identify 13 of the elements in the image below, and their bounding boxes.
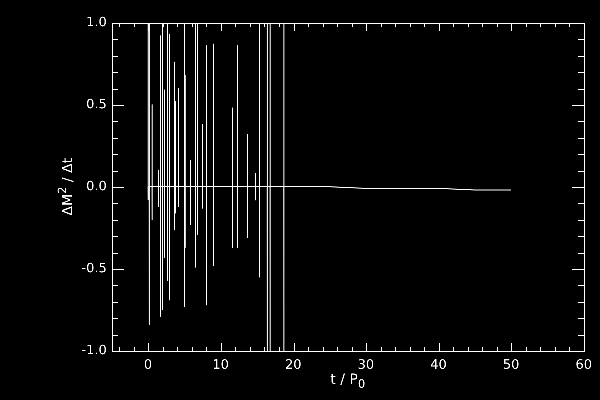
y-tick-label: 1.0 bbox=[86, 15, 107, 30]
x-tick-label: 30 bbox=[358, 358, 374, 373]
y-tick-label: 0.0 bbox=[86, 179, 107, 194]
x-tick-label: 20 bbox=[285, 358, 302, 373]
x-tick-label: 60 bbox=[576, 358, 592, 373]
x-tick-label: 0 bbox=[144, 358, 152, 373]
x-tick-label: 10 bbox=[212, 358, 230, 373]
y-tick-label: 0.5 bbox=[86, 97, 107, 112]
x-tick-label: 40 bbox=[430, 358, 448, 373]
y-tick-label: -1.0 bbox=[82, 343, 107, 358]
x-tick-label: 50 bbox=[503, 358, 520, 373]
x-axis-title: t / P$_{0}$ bbox=[330, 372, 366, 391]
y-tick-label: -0.5 bbox=[82, 261, 107, 276]
